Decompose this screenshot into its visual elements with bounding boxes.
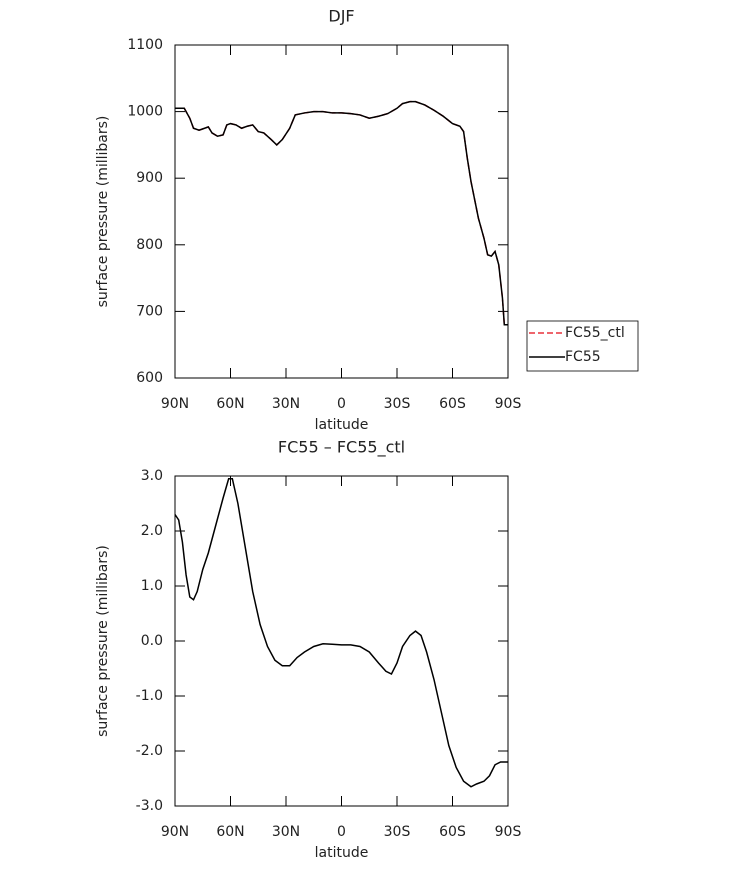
- y-tick-label: 700: [136, 303, 163, 319]
- plot-frame: [174, 475, 509, 807]
- y-tick-label: 1.0: [141, 578, 163, 594]
- y-tick-label: -2.0: [136, 743, 163, 759]
- y-tick-label: 2.0: [141, 523, 163, 539]
- x-tick-label: 90S: [495, 396, 522, 412]
- x-tick-label: 90N: [161, 824, 189, 840]
- y-tick-label: 3.0: [141, 468, 163, 484]
- x-tick-label: 60S: [439, 824, 466, 840]
- x-tick-label: 30S: [384, 824, 411, 840]
- x-axis-label: latitude: [315, 417, 369, 433]
- x-tick-label: 60S: [439, 396, 466, 412]
- y-axis-label: surface pressure (millibars): [95, 116, 111, 308]
- x-tick-label: 60N: [216, 824, 244, 840]
- series-line: [175, 100, 508, 326]
- legend-box: [526, 320, 639, 372]
- y-tick-label: 900: [136, 170, 163, 186]
- y-tick-label: 600: [136, 370, 163, 386]
- y-tick-label: -1.0: [136, 688, 163, 704]
- series-line: [174, 478, 508, 788]
- x-tick-label: 0: [337, 396, 346, 412]
- y-tick-label: -3.0: [136, 798, 163, 814]
- x-tick-label: 30N: [272, 824, 300, 840]
- series-line: [175, 100, 508, 326]
- x-tick-label: 30N: [272, 396, 300, 412]
- x-axis-label: latitude: [315, 845, 369, 861]
- chart-title: FC55 – FC55_ctl: [278, 438, 405, 458]
- y-tick-label: 1100: [127, 37, 163, 53]
- x-tick-label: 30S: [384, 396, 411, 412]
- y-tick-label: 800: [136, 237, 163, 253]
- y-tick-label: 1000: [127, 104, 163, 120]
- y-axis-label: surface pressure (millibars): [95, 545, 111, 737]
- plot-frame: [174, 44, 509, 379]
- legend-label: FC55_ctl: [565, 325, 625, 341]
- x-tick-label: 90N: [161, 396, 189, 412]
- y-tick-label: 0.0: [141, 633, 163, 649]
- legend-label: FC55: [565, 349, 601, 365]
- x-tick-label: 0: [337, 824, 346, 840]
- x-tick-label: 60N: [216, 396, 244, 412]
- x-tick-label: 90S: [495, 824, 522, 840]
- chart-title: DJF: [328, 7, 354, 26]
